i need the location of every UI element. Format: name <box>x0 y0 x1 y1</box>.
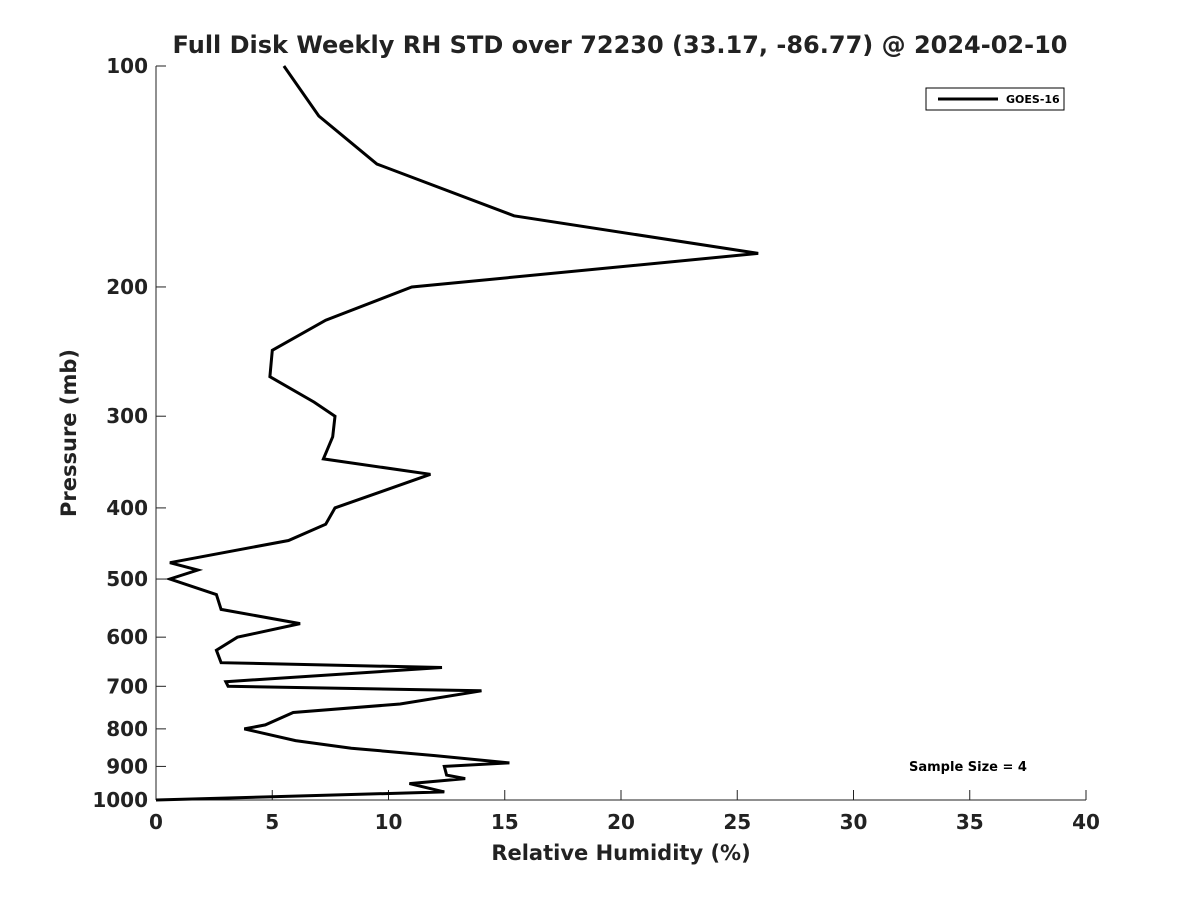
y-tick-label: 1000 <box>92 788 148 812</box>
sample-size-annotation: Sample Size = 4 <box>909 760 1027 775</box>
x-tick-label: 15 <box>491 810 519 834</box>
x-axis-label: Relative Humidity (%) <box>491 841 750 865</box>
x-tick-label: 30 <box>840 810 868 834</box>
x-tick-label: 20 <box>607 810 635 834</box>
x-tick-label: 5 <box>265 810 279 834</box>
y-tick-label: 300 <box>106 404 148 428</box>
y-tick-label: 500 <box>106 567 148 591</box>
y-tick-label: 900 <box>106 754 148 778</box>
series-line-goes16 <box>155 65 759 802</box>
x-tick-label: 35 <box>956 810 984 834</box>
x-tick-label: 40 <box>1072 810 1100 834</box>
x-tick-label: 10 <box>375 810 403 834</box>
x-tick-label: 25 <box>723 810 751 834</box>
x-tick-label: 0 <box>149 810 163 834</box>
y-tick-label: 700 <box>106 674 148 698</box>
y-tick-label: 400 <box>106 496 148 520</box>
x-axis-ticks: 0 5 10 15 20 25 30 35 40 <box>149 790 1100 834</box>
legend: GOES-16 <box>925 87 1065 111</box>
y-tick-label: 100 <box>106 54 148 78</box>
y-axis-ticks: 100 200 300 400 500 600 700 800 900 1000 <box>92 54 166 812</box>
y-axis-label: Pressure (mb) <box>57 349 81 517</box>
y-tick-label: 600 <box>106 625 148 649</box>
legend-label: GOES-16 <box>1006 93 1060 106</box>
chart-title: Full Disk Weekly RH STD over 72230 (33.1… <box>173 31 1068 59</box>
y-tick-label: 800 <box>106 717 148 741</box>
y-tick-label: 200 <box>106 275 148 299</box>
